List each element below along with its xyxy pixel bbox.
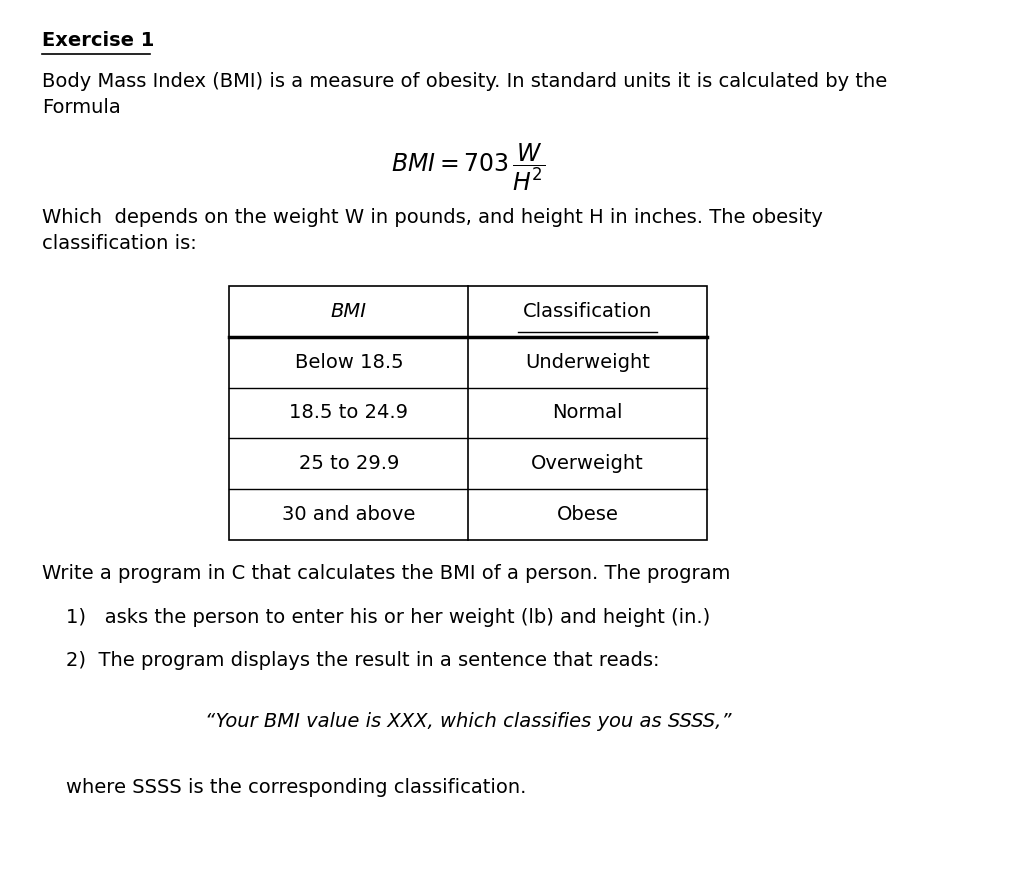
Text: Normal: Normal bbox=[553, 403, 623, 423]
Text: 30 and above: 30 and above bbox=[283, 505, 416, 524]
Text: Classification: Classification bbox=[523, 302, 652, 321]
Text: $\mathit{BMI} = 703\,\dfrac{W}{H^2}$: $\mathit{BMI} = 703\,\dfrac{W}{H^2}$ bbox=[391, 141, 546, 193]
Text: 18.5 to 24.9: 18.5 to 24.9 bbox=[290, 403, 409, 423]
Text: BMI: BMI bbox=[331, 302, 367, 321]
Text: Which  depends on the weight W in pounds, and height H in inches. The obesity
cl: Which depends on the weight W in pounds,… bbox=[42, 208, 823, 253]
Text: Write a program in C that calculates the BMI of a person. The program: Write a program in C that calculates the… bbox=[42, 564, 730, 583]
Text: where SSSS is the corresponding classification.: where SSSS is the corresponding classifi… bbox=[66, 778, 526, 797]
Text: 2)  The program displays the result in a sentence that reads:: 2) The program displays the result in a … bbox=[66, 651, 659, 670]
Text: 25 to 29.9: 25 to 29.9 bbox=[299, 454, 399, 473]
Bar bbox=[229, 286, 708, 540]
Text: Exercise 1: Exercise 1 bbox=[42, 31, 155, 50]
Text: Underweight: Underweight bbox=[525, 353, 650, 372]
Text: Obese: Obese bbox=[557, 505, 618, 524]
Text: “Your BMI value is XXX, which classifies you as SSSS,”: “Your BMI value is XXX, which classifies… bbox=[205, 712, 731, 732]
Text: Overweight: Overweight bbox=[531, 454, 644, 473]
Text: Below 18.5: Below 18.5 bbox=[295, 353, 403, 372]
Text: 1)   asks the person to enter his or her weight (lb) and height (in.): 1) asks the person to enter his or her w… bbox=[66, 608, 710, 627]
Text: Body Mass Index (BMI) is a measure of obesity. In standard units it is calculate: Body Mass Index (BMI) is a measure of ob… bbox=[42, 72, 888, 117]
